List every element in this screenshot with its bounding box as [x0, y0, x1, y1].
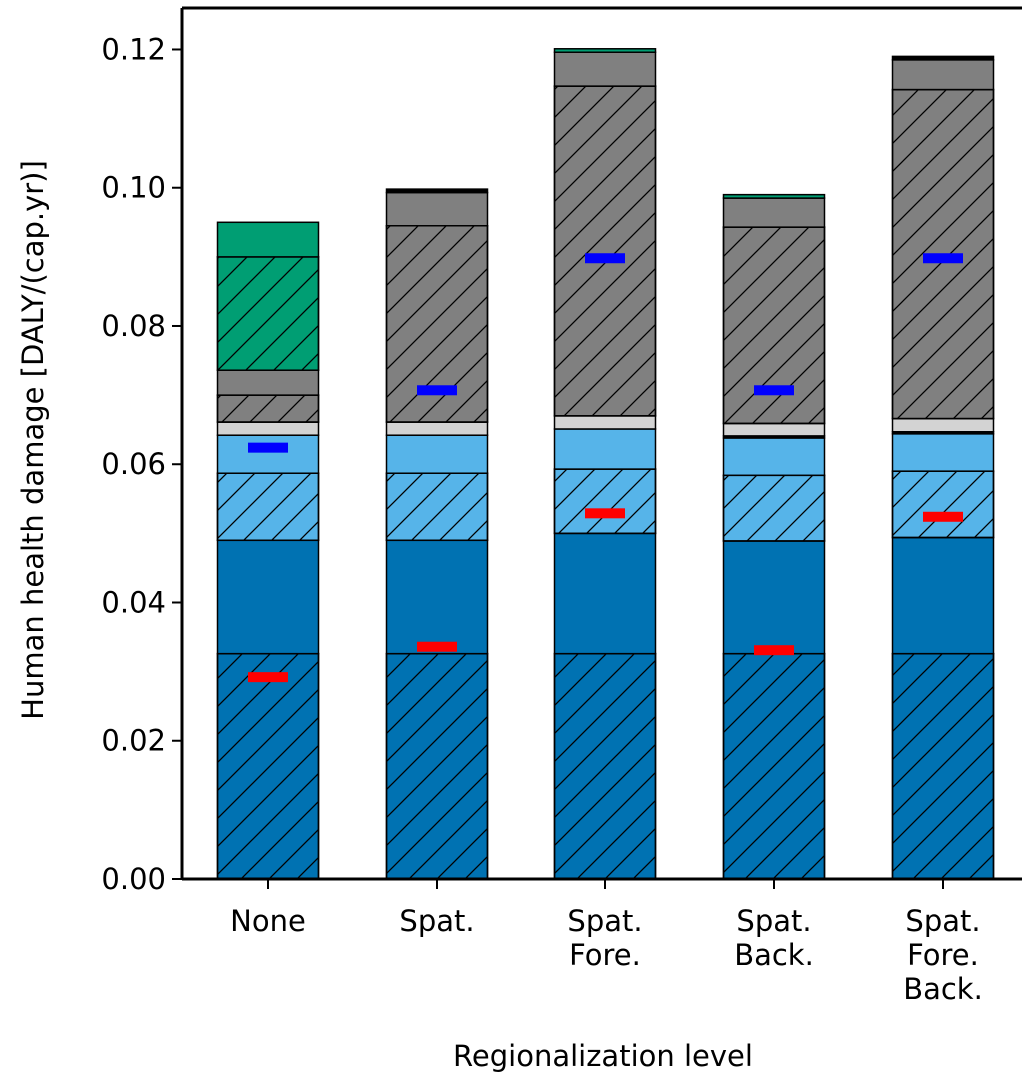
bar-segment-hatch — [216, 652, 320, 880]
bar-segment-hatch — [722, 652, 826, 880]
bar-segment — [385, 434, 489, 474]
y-tick-label: 0.06 — [101, 447, 166, 481]
bar-segment — [722, 193, 826, 199]
bar-segment — [216, 539, 320, 655]
bar-segment — [385, 421, 489, 436]
marker — [417, 385, 457, 396]
bar-segment — [216, 369, 320, 396]
x-tick-label: Fore. — [907, 938, 979, 972]
marker — [754, 385, 794, 396]
y-tick-label: 0.12 — [101, 32, 166, 66]
y-tick-label: 0.00 — [101, 862, 166, 896]
bar-segment-hatch — [385, 472, 489, 542]
marker — [923, 253, 963, 264]
marker — [248, 442, 288, 453]
bar-segment-hatch — [385, 652, 489, 880]
bar-segment-hatch — [216, 394, 320, 423]
bar-segment — [891, 417, 995, 433]
y-tick-label: 0.08 — [101, 309, 166, 343]
x-axis-title: Regionalization level — [453, 1039, 753, 1073]
bar-segment — [553, 428, 657, 470]
x-tick-label: Spat. — [399, 904, 474, 938]
bar-segment-hatch — [553, 652, 657, 880]
bar-segment — [385, 188, 489, 194]
bar-segment — [722, 197, 826, 228]
bars-layer — [216, 48, 995, 880]
marker — [923, 511, 963, 522]
bar-segment — [216, 434, 320, 474]
bar-segment-hatch — [553, 85, 657, 417]
marker — [754, 645, 794, 656]
bar-segment — [553, 48, 657, 53]
x-tick-label: Spat. — [905, 904, 980, 938]
bar-segment-hatch — [553, 468, 657, 535]
y-tick-label: 0.10 — [101, 171, 166, 205]
bar-segment — [216, 221, 320, 258]
bar-segment-hatch — [216, 472, 320, 542]
x-tick-label: Back. — [903, 972, 983, 1006]
x-tick-label: Spat. — [736, 904, 811, 938]
bar-segment — [553, 532, 657, 655]
y-tick-label: 0.02 — [101, 724, 166, 758]
bar-segment — [216, 421, 320, 436]
axis-titles: Regionalization level Human health damag… — [16, 160, 753, 1073]
x-tick-label: Fore. — [569, 938, 641, 972]
marker — [248, 672, 288, 683]
bar-segment — [891, 536, 995, 655]
bar-segment — [553, 415, 657, 430]
x-tick-label: None — [230, 904, 306, 938]
marker — [417, 641, 457, 652]
bar-segment-hatch — [216, 256, 320, 371]
axes-layer: 0.00 0.02 0.04 0.06 0.08 0.10 0.12 None Spat. Spa… — [101, 6, 1022, 1006]
bar-segment — [722, 437, 826, 477]
bar-segment — [385, 539, 489, 655]
bar-segment-hatch — [891, 652, 995, 880]
bar-segment — [891, 55, 995, 61]
bar-segment — [891, 59, 995, 91]
bar-segment — [891, 433, 995, 472]
y-tick-label: 0.04 — [101, 585, 166, 619]
bar-segment — [385, 191, 489, 227]
bar-segment — [722, 540, 826, 655]
bar-segment-hatch — [891, 470, 995, 539]
x-tick-label: Back. — [734, 938, 814, 972]
bar-segment — [553, 51, 657, 87]
bar-segment-hatch — [722, 474, 826, 542]
marker — [585, 508, 625, 519]
markers-layer — [248, 253, 963, 683]
y-axis-title: Human health damage [DALY/(cap.yr)] — [16, 160, 50, 720]
marker — [585, 253, 625, 264]
bar-segment — [722, 422, 826, 437]
x-tick-label: Spat. — [567, 904, 642, 938]
